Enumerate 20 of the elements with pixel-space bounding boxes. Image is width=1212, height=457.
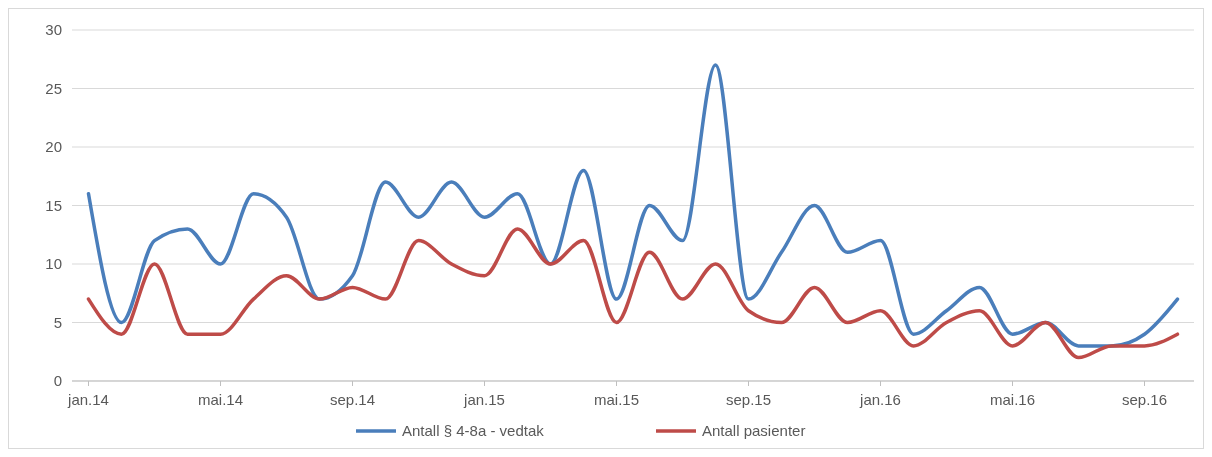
legend-label: Antall pasienter [702, 422, 806, 440]
legend-label: Antall § 4-8a - vedtak [402, 422, 545, 440]
y-tick-label: 30 [45, 21, 62, 39]
x-tick-label: jan.16 [859, 391, 901, 408]
y-tick-label: 0 [53, 372, 62, 390]
y-tick-label: 20 [45, 138, 62, 156]
y-tick-label: 5 [53, 313, 62, 331]
x-tick-label: jan.15 [463, 391, 505, 408]
x-tick-label: mai.14 [197, 391, 244, 408]
line-series [86, 63, 1180, 348]
x-tick-label: sep.16 [1121, 391, 1168, 408]
x-tick-label: mai.15 [593, 391, 640, 408]
y-tick-label: 15 [45, 196, 62, 214]
y-tick-label: 10 [45, 255, 62, 273]
line-series [86, 227, 1180, 360]
x-tick-label: jan.14 [67, 391, 109, 408]
x-tick-label: sep.14 [329, 391, 376, 408]
x-tick-label: sep.15 [725, 391, 772, 408]
y-tick-label: 25 [45, 79, 62, 97]
x-tick-label: mai.16 [989, 391, 1036, 408]
